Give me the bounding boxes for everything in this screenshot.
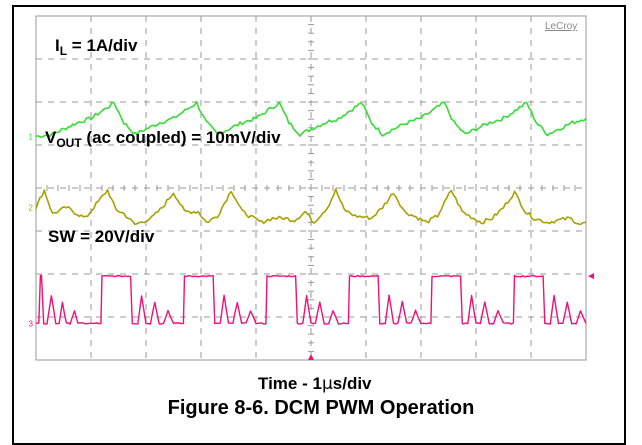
channel-marker-3: 3 [29,319,34,328]
sw-scale-label: SW = 20V/div [48,227,155,246]
vout-label-rest: (ac coupled) = 10mV/div [81,128,281,147]
time-label-mu: μ [321,374,333,394]
oscilloscope-plot: 1 2 3 [29,15,594,361]
il-scale-label: IL = 1A/div [55,36,137,58]
il-label-sub: L [59,44,68,58]
figure-caption: Figure 8-6. DCM PWM Operation [167,397,475,419]
trace-il [35,101,587,139]
vout-scale-label: VOUT (ac coupled) = 10mV/div [45,128,281,150]
il-label-rest: = 1A/div [67,36,138,55]
trigger-position-marker [308,354,314,360]
vout-label-main: V [45,128,57,147]
il-label-main: I [55,36,60,55]
time-label-prefix: Time - 1 [258,374,322,393]
time-axis-label: Time - 1μs/div [258,374,372,394]
channel-marker-1: 1 [29,132,34,141]
figure: 1 2 3 LeCroy IL = 1A/div VOUT (ac coupled)… [12,5,626,445]
trace-vout [35,188,587,226]
vout-label-sub: OUT [56,136,82,150]
trigger-level-marker [588,273,594,280]
trace-sw [35,274,587,325]
time-label-suffix: s/div [332,374,372,393]
lecroy-logo: LeCroy [545,21,578,32]
channel-marker-2: 2 [29,203,34,212]
